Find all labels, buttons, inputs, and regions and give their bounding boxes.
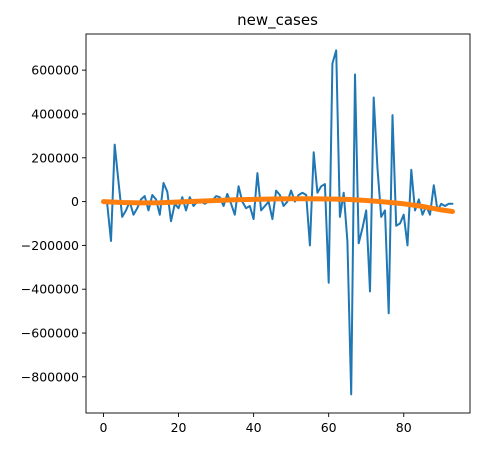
- x-axis: 0 20 40 60 80: [99, 413, 412, 435]
- plot-area-background: [86, 34, 470, 413]
- y-tick-label: −800000: [21, 369, 79, 384]
- series-line-1: [102, 49, 454, 396]
- plot-area: [85, 33, 471, 414]
- y-tick-label: −600000: [21, 326, 79, 341]
- y-axis: 600000 400000 200000 0 −200000 −400000 −600000…: [21, 63, 86, 384]
- x-tick-label: 0: [99, 420, 107, 435]
- y-tick-label: 200000: [31, 150, 79, 165]
- series-line-2: [101, 196, 455, 214]
- y-tick-label: 0: [71, 194, 79, 209]
- x-tick-label: 20: [171, 420, 187, 435]
- x-tick-label: 80: [396, 420, 412, 435]
- x-tick-label: 40: [246, 420, 262, 435]
- y-tick-label: 600000: [31, 63, 79, 78]
- x-tick-label: 60: [321, 420, 337, 435]
- y-tick-label: −400000: [21, 282, 79, 297]
- plot-area-frame: [85, 33, 471, 414]
- chart-title: new_cases: [237, 11, 318, 30]
- y-tick-label: −200000: [21, 238, 79, 253]
- y-tick-label: 400000: [31, 106, 79, 121]
- series-lines: [101, 49, 455, 396]
